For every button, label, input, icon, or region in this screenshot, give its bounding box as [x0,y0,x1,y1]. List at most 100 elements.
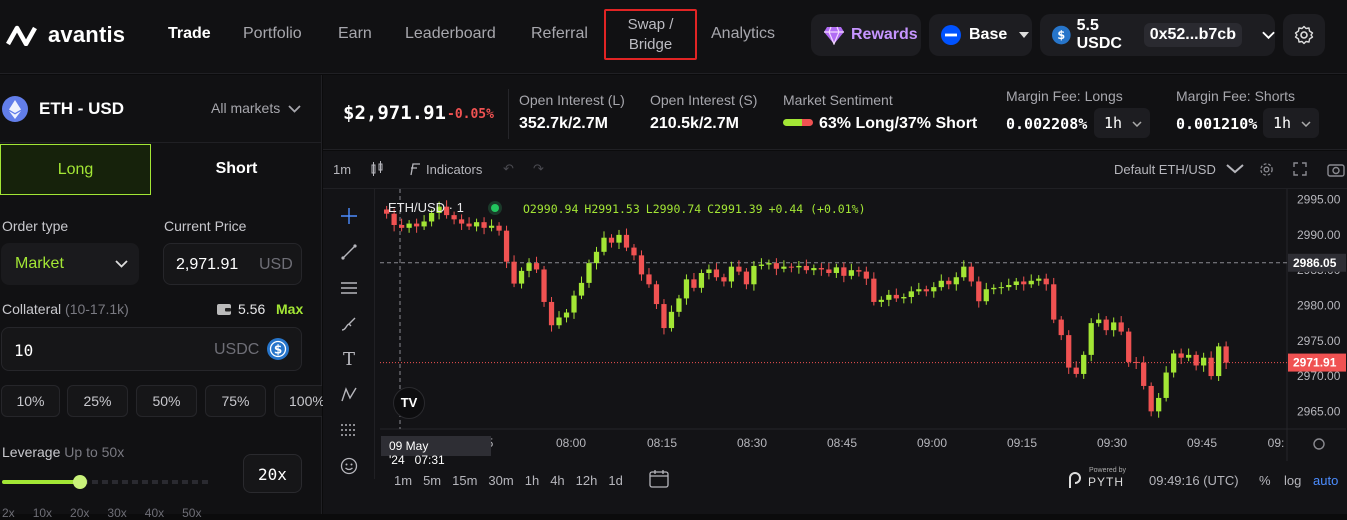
horizontal-lines-icon[interactable] [340,279,358,297]
nav-referral[interactable]: Referral [531,25,588,42]
candle-body [781,266,787,269]
price-tick-label: 2995.00 [1297,193,1341,207]
crosshair-time-label: 09 May '24 07:31 [381,436,491,467]
chart-legend: ETH/USD · 1 [388,200,464,215]
tab-long[interactable]: Long [0,144,151,195]
brush-icon[interactable] [340,315,358,333]
pct-50-button[interactable]: 50% [136,385,197,417]
camera-icon[interactable] [1327,162,1345,177]
range-button[interactable]: 1h [524,473,540,488]
max-button[interactable]: Max [276,301,304,317]
range-button[interactable]: 4h [550,473,565,488]
market-selector[interactable]: ETH - USD All markets [0,75,322,143]
trendline-icon[interactable] [340,243,358,261]
candle-body [1006,285,1012,288]
candle-body [803,265,809,271]
candle-body [541,269,547,302]
all-markets-label[interactable]: All markets [211,100,281,116]
top-nav: avantis Trade Portfolio Earn Leaderboard… [0,0,1347,74]
leverage-slider-handle[interactable] [73,475,87,489]
candlestick-chart[interactable]: 2995.002990.002985.002980.002975.002970.… [380,189,1346,461]
candle-body [713,269,720,278]
range-button[interactable]: 12h [575,473,598,488]
candle-body [1126,331,1132,362]
range-button[interactable]: 30m [488,473,514,488]
range-button[interactable]: 5m [423,473,442,488]
pct-10-button[interactable]: 10% [1,385,60,417]
text-tool-icon[interactable]: T [343,349,356,370]
pct-75-button[interactable]: 75% [205,385,266,417]
candle-body [466,223,472,227]
chevron-down-icon[interactable] [1226,164,1244,174]
fee-short-period-select[interactable]: 1h [1263,108,1319,138]
indicators-button[interactable]: Indicators [426,162,483,177]
tradingview-logo[interactable]: TV [393,387,425,419]
nav-leaderboard[interactable]: Leaderboard [405,25,496,42]
wallet-usdc-balance: 5.56 [238,301,266,317]
wallet-button[interactable]: $ 5.5 USDC 0x52...b7cb [1040,14,1275,56]
candles-icon[interactable] [370,161,384,177]
price-tick-label: 2990.00 [1297,228,1341,242]
range-button[interactable]: 15m [452,473,478,488]
chart-template[interactable]: Default ETH/USD [1114,162,1216,177]
candle-body [736,266,742,272]
nav-portfolio[interactable]: Portfolio [243,25,302,42]
leverage-track[interactable] [2,480,212,484]
collateral-unit: USDC [214,341,260,358]
nav-swap-bridge[interactable]: Swap / Bridge [604,9,697,60]
order-type-select[interactable]: Market [1,243,139,285]
interval-button[interactable]: 1m [333,162,352,177]
pct-100-button[interactable]: 100% [274,385,325,417]
nav-trade[interactable]: Trade [168,25,211,42]
log-scale-toggle[interactable]: log [1284,473,1302,488]
calendar-range-icon[interactable] [649,470,669,488]
settings-button[interactable] [1283,14,1325,56]
pattern-icon[interactable] [340,386,358,404]
nav-analytics[interactable]: Analytics [711,25,776,42]
leverage-fill [2,480,80,484]
candle-body [1223,346,1229,363]
emoji-icon[interactable] [340,457,358,475]
candle-body [691,279,697,288]
candle-body [856,270,862,272]
measure-icon[interactable] [340,421,358,439]
axis-settings-icon[interactable] [1313,438,1325,450]
rewards-button[interactable]: Rewards [811,14,921,56]
current-price-label: 2971.91 [1293,356,1337,370]
side-tabs: Long Short [0,143,322,195]
candle-body [1141,362,1147,386]
leverage-input[interactable]: 20x [243,454,302,493]
time-tick-label: 08:00 [556,436,586,450]
candle-body [773,263,780,269]
collateral-input[interactable]: 10 USDC $ [1,327,302,371]
leverage-tick: 40x [144,506,165,520]
range-button[interactable]: 1m [394,473,413,488]
candle-body [886,294,892,300]
nav-earn[interactable]: Earn [338,25,372,42]
divider [508,89,509,139]
fullscreen-icon[interactable] [1293,162,1307,176]
candle-body [563,312,570,318]
range-button[interactable]: 1d [608,473,623,488]
gear-icon[interactable] [1259,162,1274,177]
candle-body [518,270,525,284]
candle-body [511,261,517,284]
pct-25-button[interactable]: 25% [67,385,128,417]
fee-long-period-select[interactable]: 1h [1094,108,1150,138]
percent-scale-toggle[interactable]: % [1259,473,1271,488]
crosshair-icon[interactable] [340,207,358,225]
auto-scale-toggle[interactable]: auto [1313,473,1339,488]
order-panel: ETH - USD All markets Long Short Order t… [0,75,325,520]
candle-body [1021,281,1027,285]
undo-icon[interactable]: ↶ [503,161,514,176]
candle-body [496,225,502,231]
legend-open: O2990.94 [523,202,579,216]
avantis-logo[interactable]: avantis [6,22,125,48]
legend-low: L2990.74 [645,202,702,216]
wallet-icon [217,304,231,315]
redo-icon[interactable]: ↷ [533,161,544,176]
candle-body [1028,280,1034,285]
fee-short-label: Margin Fee: Shorts [1176,88,1296,104]
network-selector[interactable]: Base [929,14,1032,56]
tab-short[interactable]: Short [215,160,258,177]
